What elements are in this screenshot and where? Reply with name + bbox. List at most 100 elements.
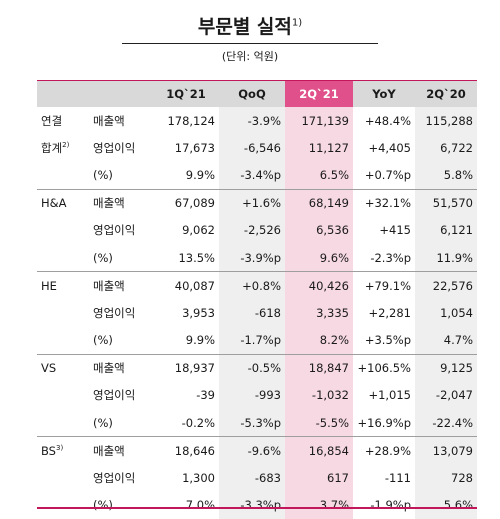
table-row: (%) 7.0% -3.3%p 3.7% -1.9%p 5.6% [37, 491, 477, 519]
value-cell: 6.5% [285, 161, 353, 190]
value-cell: +28.9% [364, 443, 411, 458]
value-cell: 11,127 [285, 134, 353, 162]
value-cell: -2.3%p [353, 243, 415, 273]
segment-cell: 합계2) [37, 134, 85, 161]
value-cell: 11.9% [415, 243, 477, 273]
value-cell: 68,149 [285, 189, 353, 217]
value-cell: 4.7% [415, 326, 477, 355]
header-blank-metric [85, 81, 153, 107]
results-table: 1Q`21 QoQ 2Q`21 YoY 2Q`20 연결 매출액 178,124 -3… [37, 81, 477, 519]
metric-label: 영업이익 [93, 140, 136, 155]
value-cell: 7.0% [185, 498, 215, 513]
unit-label: (단위: 억원) [221, 50, 279, 63]
table-body: 연결 매출액 178,124 -3.9% 171,139 +48.4% 115,288 합계2… [37, 107, 477, 519]
table-row: BS3) 매출액 18,646 -9.6% 16,854 +28.9% 13,079 [37, 436, 477, 465]
table-row: 영업이익 1,300 -683 617 -111 728 [37, 464, 477, 492]
value-cell: 67,089 [174, 196, 215, 211]
segment-cell: BS3) [37, 437, 85, 465]
value-cell: 16,854 [285, 436, 353, 465]
table-row: (%) 9.9% -1.7%p 8.2% +3.5%p 4.7% [37, 326, 477, 355]
value-cell: 5.8% [415, 161, 477, 190]
title-underline [122, 43, 378, 44]
value-cell: 728 [415, 464, 477, 492]
metric-label: (%) [85, 161, 153, 190]
value-cell: -3.9% [219, 107, 285, 135]
value-cell: 115,288 [415, 107, 477, 135]
value-cell: 18,937 [174, 361, 215, 376]
value-cell: 171,139 [285, 107, 353, 135]
value-cell: 3,335 [285, 299, 353, 327]
metric-label: 영업이익 [93, 471, 136, 486]
value-cell: -3.3%p [219, 491, 285, 519]
metric-label: 매출액 [93, 113, 125, 128]
value-cell: 9.9% [153, 326, 219, 355]
value-cell: 40,087 [174, 278, 215, 293]
value-cell: 3.7% [285, 491, 353, 519]
value-cell: 17,673 [174, 140, 215, 155]
metric-label: (%) [85, 243, 153, 273]
value-cell: 18,646 [174, 443, 215, 458]
title-text: 부문별 실적 [197, 16, 292, 38]
value-cell: -39 [196, 388, 215, 403]
segment-name: 연결 [41, 113, 63, 128]
segment-cell: VS [37, 354, 85, 382]
title-footnote: 1) [291, 17, 303, 29]
value-cell: -3.9%p [219, 243, 285, 273]
table-row: (%) 9.9% -3.4%p 6.5% +0.7%p 5.8% [37, 161, 477, 190]
segment-cell [37, 243, 85, 273]
value-cell: -993 [219, 381, 285, 410]
table-row: (%) 13.5% -3.9%p 9.6% -2.3%p 11.9% [37, 243, 477, 273]
value-cell: -683 [219, 464, 285, 492]
segment-cell: 연결 [37, 107, 85, 134]
segment-footnote: 2) [62, 140, 70, 149]
segment-name: BS [41, 443, 56, 458]
value-cell: +3.5%p [353, 326, 415, 355]
value-cell: 40,426 [285, 271, 353, 300]
page-title: 부문별 실적1) [0, 12, 500, 39]
value-cell: 6,722 [415, 134, 477, 162]
header-yoy: YoY [353, 81, 415, 107]
value-cell: +4,405 [368, 140, 411, 155]
value-cell: 5.6% [415, 491, 477, 519]
value-cell: -9.6% [219, 436, 285, 465]
value-cell: 3,953 [182, 305, 215, 320]
results-table-wrap: 1Q`21 QoQ 2Q`21 YoY 2Q`20 연결 매출액 178,124 -3… [37, 81, 477, 519]
metric-label: 매출액 [93, 278, 125, 293]
value-cell: 178,124 [167, 113, 215, 128]
value-cell: +16.9%p [353, 409, 415, 438]
value-cell: 9.9% [153, 161, 219, 190]
segment-cell [37, 326, 85, 355]
table-row: H&A 매출액 67,089 +1.6% 68,149 +32.1% 51,570 [37, 189, 477, 217]
metric-label: (%) [85, 326, 153, 355]
value-cell: 9,125 [415, 354, 477, 382]
value-cell: 51,570 [415, 189, 477, 217]
value-cell: -0.5% [219, 354, 285, 382]
value-cell: 6,121 [415, 216, 477, 244]
value-cell: -618 [219, 299, 285, 327]
value-cell: +415 [379, 223, 411, 238]
header-qoq: QoQ [219, 81, 285, 107]
value-cell: +0.8% [219, 271, 285, 300]
table-row: (%) -0.2% -5.3%p -5.5% +16.9%p -22.4% [37, 409, 477, 438]
metric-label: 매출액 [93, 361, 125, 376]
header-blank-segment [37, 81, 85, 107]
value-cell: 617 [285, 464, 353, 492]
metric-label: 영업이익 [93, 223, 136, 238]
value-cell: 18,847 [285, 354, 353, 382]
metric-label: (%) [93, 498, 113, 513]
metric-label: 매출액 [93, 443, 125, 458]
value-cell: 6,536 [285, 216, 353, 244]
segment-name: VS [41, 361, 57, 376]
table-header-row: 1Q`21 QoQ 2Q`21 YoY 2Q`20 [37, 81, 477, 107]
metric-label: 영업이익 [93, 388, 136, 403]
segment-cell [37, 161, 85, 190]
table-row: 영업이익 9,062 -2,526 6,536 +415 6,121 [37, 216, 477, 244]
value-cell: -1,032 [285, 381, 353, 410]
value-cell: 8.2% [285, 326, 353, 355]
metric-label: 영업이익 [93, 305, 136, 320]
segment-cell [37, 492, 85, 519]
value-cell: -1.9%p [370, 498, 411, 513]
metric-label: 매출액 [93, 196, 125, 211]
segment-cell: HE [37, 272, 85, 300]
value-cell: -5.5% [285, 409, 353, 438]
